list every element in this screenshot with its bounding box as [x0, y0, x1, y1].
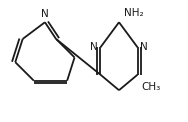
Text: CH₃: CH₃: [141, 82, 161, 92]
Text: N: N: [140, 42, 148, 52]
Text: N: N: [41, 9, 49, 19]
Text: NH₂: NH₂: [124, 8, 143, 18]
Text: N: N: [90, 42, 98, 52]
